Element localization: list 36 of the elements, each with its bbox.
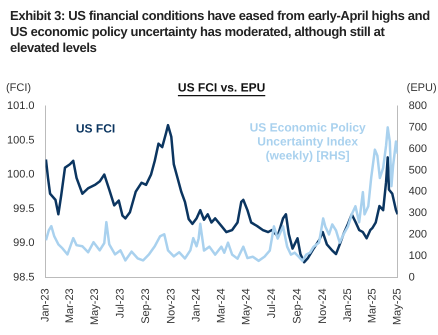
y-tick-label: 100.5 xyxy=(6,134,35,146)
y2-tick-label: 700 xyxy=(408,121,428,134)
text: US FCI xyxy=(76,121,116,136)
x-tick-label: Nov-24 xyxy=(316,288,329,324)
y2-tick-label: 800 xyxy=(408,100,428,112)
y2-tick-label: 600 xyxy=(408,142,428,155)
y2-tick-label: 400 xyxy=(408,186,428,198)
chart-subtitle: US FCI vs. EPU xyxy=(178,80,266,94)
y2-tick-label: 0 xyxy=(408,271,415,284)
series-label: US Economic Policy Uncertainty Index (weekly) [RHS] xyxy=(250,120,366,162)
y2-tick-label: 300 xyxy=(408,207,428,220)
x-tick-label: Mar-23 xyxy=(64,288,76,324)
y2-tick-label: 200 xyxy=(408,228,428,241)
y2-tick-label: 500 xyxy=(408,164,428,176)
y2-tick-label: 100 xyxy=(408,250,428,262)
x-tick-label: Jul-24 xyxy=(266,288,278,318)
y-tick-label: 101.0 xyxy=(6,100,35,112)
x-tick-label: Sep-24 xyxy=(292,288,304,324)
x-tick-label: Jul-23 xyxy=(114,288,126,318)
y-tick-label: 98.5 xyxy=(13,271,35,284)
x-tick-label: Mar-24 xyxy=(215,288,228,324)
x-tick-label: Mar-25 xyxy=(366,288,378,324)
y-tick-label: 99.0 xyxy=(13,237,35,250)
x-tick-label: Jan-25 xyxy=(342,288,354,322)
x-tick-label: Sep-23 xyxy=(140,288,152,324)
y2-axis-title: (EPU) xyxy=(406,82,437,94)
x-tick-label: Nov-23 xyxy=(165,288,178,324)
y-tick-label: 99.5 xyxy=(13,202,35,215)
x-tick-label: May-25 xyxy=(392,288,404,326)
y-axis-title: (FCI) xyxy=(6,82,32,94)
x-tick-label: May-23 xyxy=(89,288,102,326)
y-tick-label: 100.0 xyxy=(6,168,35,181)
chart-title: Exhibit 3: US financial conditions have eased from early-April highs and US economic policy uncertainty has moderated, although still at elevated levels xyxy=(10,8,430,56)
x-tick-label: Jan-23 xyxy=(40,288,52,322)
x-tick-label: May-24 xyxy=(240,288,253,326)
x-tick-label: Jan-24 xyxy=(190,288,203,322)
